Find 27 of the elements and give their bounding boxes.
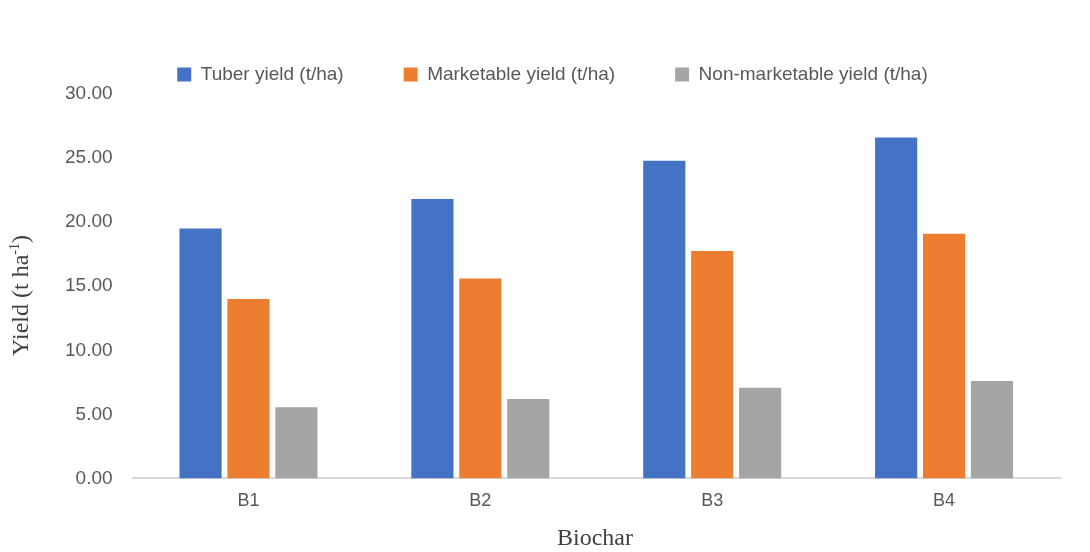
y-tick-label: 0.00 (75, 466, 113, 488)
bar (507, 398, 550, 479)
bar (411, 199, 454, 479)
bar (922, 233, 966, 479)
bar (227, 299, 270, 479)
x-tick-label: B1 (237, 490, 260, 511)
bar (275, 407, 318, 479)
legend-label: Tuber yield (t/ha) (200, 62, 344, 84)
bar (643, 160, 686, 479)
bar (970, 381, 1014, 479)
legend-label: Non-marketable yield (t/ha) (698, 62, 928, 84)
x-axis-title: Biochar (556, 524, 634, 551)
bar (179, 228, 222, 479)
y-tick-label: 5.00 (75, 402, 113, 424)
legend-label: Marketable yield (t/ha) (427, 62, 616, 84)
y-tick-label: 20.00 (65, 210, 113, 232)
y-tick-label: 25.00 (65, 146, 113, 168)
y-tick-label: 15.00 (65, 274, 113, 296)
x-tick-label: B4 (933, 490, 956, 511)
x-tick-label: B2 (469, 490, 492, 511)
bar (875, 137, 918, 479)
bar (691, 250, 734, 479)
y-tick-label: 30.00 (65, 82, 113, 104)
y-tick-label: 10.00 (65, 338, 113, 360)
bar (739, 387, 782, 479)
x-tick-label: B3 (701, 490, 724, 511)
bar (459, 278, 502, 479)
